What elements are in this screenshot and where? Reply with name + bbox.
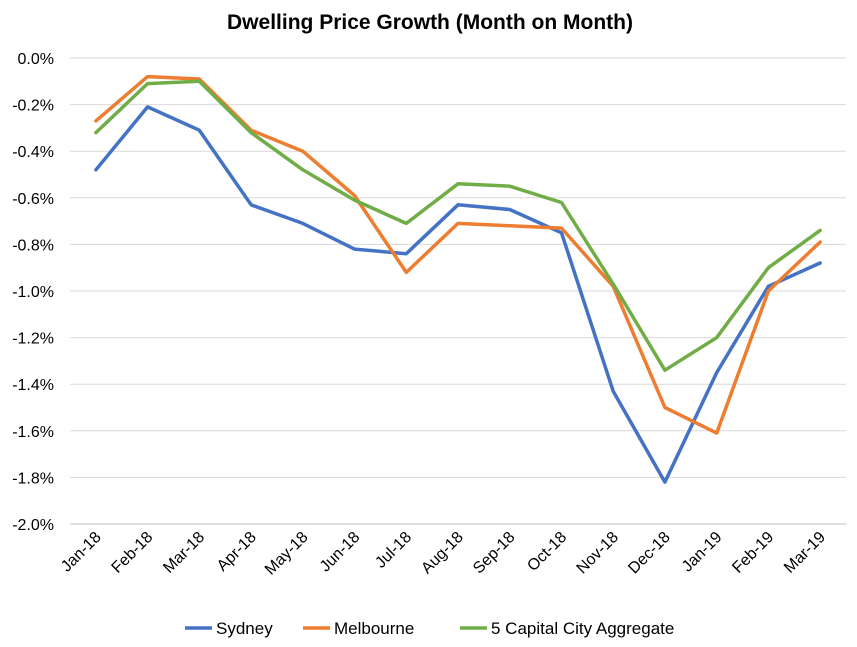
series-line-0 xyxy=(94,105,822,484)
x-tick-label: Dec-18 xyxy=(625,529,674,578)
y-tick-label: -0.4% xyxy=(12,144,54,161)
y-tick-label: 0.0% xyxy=(18,51,54,68)
x-axis: Jan-18 Feb-18 Mar-18 Apr-18 May-18 Jun-18 Jul-… xyxy=(58,529,829,579)
x-tick-label: Mar-18 xyxy=(160,529,208,577)
legend: Sydney Melbourne 5 Capital City Aggregate xyxy=(185,619,674,638)
legend-label: Melbourne xyxy=(334,619,414,638)
y-tick-label: -1.0% xyxy=(12,284,54,301)
x-tick-label: Mar-19 xyxy=(781,529,829,577)
x-tick-label: Nov-18 xyxy=(574,529,623,578)
legend-label: 5 Capital City Aggregate xyxy=(491,619,674,638)
x-tick-label: Jun-18 xyxy=(317,529,364,576)
x-tick-label: Jan-19 xyxy=(679,529,726,576)
x-tick-label: Jul-18 xyxy=(372,529,415,572)
series-line-2 xyxy=(94,79,822,372)
y-tick-label: -0.2% xyxy=(12,98,54,115)
y-tick-label: -1.4% xyxy=(12,377,54,394)
x-tick-label: Jan-18 xyxy=(58,529,105,576)
x-tick-label: May-18 xyxy=(262,529,312,579)
x-tick-label: Feb-18 xyxy=(109,529,157,577)
x-tick-label: Apr-18 xyxy=(214,529,260,575)
x-tick-label: Sep-18 xyxy=(470,529,519,578)
x-tick-label: Feb-19 xyxy=(729,529,777,577)
y-tick-label: -1.2% xyxy=(12,331,54,348)
chart-title: Dwelling Price Growth (Month on Month) xyxy=(227,11,633,34)
y-tick-label: -1.6% xyxy=(12,424,54,441)
y-tick-label: -0.6% xyxy=(12,191,54,208)
y-tick-label: -1.8% xyxy=(12,470,54,487)
x-tick-label: Oct-18 xyxy=(524,529,570,575)
y-axis: 0.0% -0.2% -0.4% -0.6% -0.8% -1.0% -1.2% -1.4% -… xyxy=(12,51,54,534)
legend-label: Sydney xyxy=(216,619,273,638)
series-lines xyxy=(94,74,822,484)
gridlines xyxy=(70,57,846,478)
y-tick-label: -0.8% xyxy=(12,237,54,254)
y-tick-label: -2.0% xyxy=(12,517,54,534)
x-tick-label: Aug-18 xyxy=(418,529,467,578)
